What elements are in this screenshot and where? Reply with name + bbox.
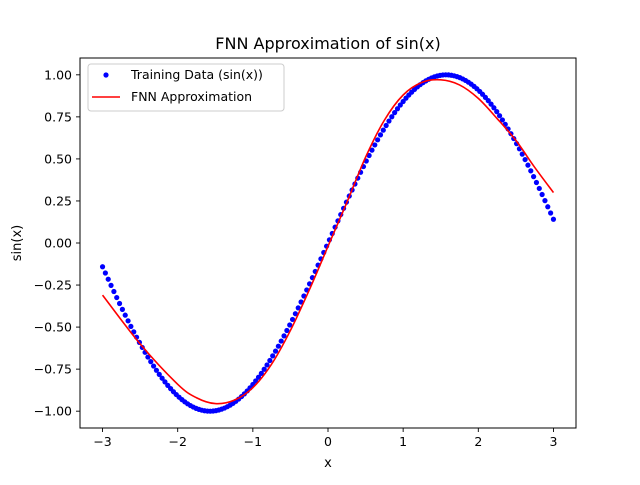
data-point — [548, 210, 554, 216]
data-point — [386, 118, 392, 124]
x-tick-label: 3 — [549, 434, 557, 449]
data-point — [261, 366, 267, 372]
data-point — [102, 270, 108, 276]
data-point — [108, 282, 114, 288]
data-point — [550, 216, 557, 222]
data-point — [105, 276, 111, 282]
data-point — [145, 354, 151, 360]
data-point — [270, 353, 276, 359]
data-point — [278, 338, 284, 344]
data-point — [128, 323, 134, 330]
data-point — [156, 371, 162, 377]
data-point — [542, 198, 548, 204]
data-point — [111, 288, 117, 295]
legend-frame — [87, 63, 285, 112]
data-point — [496, 113, 503, 119]
x-axis-label: x — [324, 456, 332, 471]
y-tick-label: −0.50 — [34, 320, 72, 335]
x-tick-label: −2 — [168, 434, 186, 449]
data-point — [533, 179, 540, 186]
legend-label-training-data: Training Data (sin(x)) — [130, 67, 263, 82]
data-point — [485, 98, 491, 104]
data-point — [397, 102, 403, 108]
data-point — [287, 322, 293, 328]
data-point — [369, 147, 375, 153]
x-tick-label: 0 — [324, 434, 332, 449]
data-point — [545, 204, 551, 210]
data-point — [289, 316, 296, 323]
chart-title: FNN Approximation of sin(x) — [215, 34, 440, 53]
y-tick-label: 0.50 — [44, 151, 72, 166]
data-point — [150, 363, 157, 369]
legend-label-fnn: FNN Approximation — [131, 89, 252, 104]
data-point — [272, 348, 279, 354]
data-point — [264, 362, 270, 368]
data-point — [531, 174, 537, 180]
data-point — [148, 359, 154, 365]
data-point — [525, 162, 531, 168]
y-tick-label: −0.75 — [34, 362, 72, 377]
data-point — [122, 312, 128, 318]
data-point — [162, 379, 168, 385]
x-tick-label: −3 — [93, 434, 111, 449]
data-layer — [99, 72, 557, 414]
data-point — [119, 306, 125, 312]
legend: Training Data (sin(x)) FNN Approximation — [87, 63, 285, 112]
data-point — [114, 294, 120, 301]
tick-layer: −3 −2 −1 0 1 2 3 −1.00 −0.75 −0.50 −0.25 0.00 0.25 0.… — [34, 67, 558, 449]
data-point — [275, 343, 281, 349]
data-point — [159, 375, 165, 381]
data-point — [258, 370, 264, 376]
data-point — [383, 122, 389, 129]
x-tick-label: 2 — [474, 434, 482, 449]
data-point — [539, 191, 545, 198]
data-point — [491, 105, 497, 111]
data-point — [295, 305, 301, 311]
y-axis-label: sin(x) — [10, 225, 25, 261]
x-tick-label: −1 — [244, 434, 262, 449]
data-point — [389, 114, 395, 120]
legend-marker-training-data — [103, 72, 109, 78]
data-point — [536, 185, 542, 192]
data-point — [153, 367, 160, 373]
data-point — [494, 109, 500, 115]
data-point — [528, 168, 534, 174]
data-point — [392, 110, 398, 116]
data-point — [488, 101, 494, 107]
y-tick-label: 0.25 — [44, 193, 72, 208]
data-point — [125, 318, 131, 324]
data-point — [372, 142, 378, 148]
y-tick-label: 0.75 — [44, 109, 72, 124]
data-point — [519, 151, 525, 157]
data-point — [99, 264, 106, 270]
data-point — [394, 106, 401, 112]
data-point — [298, 299, 304, 305]
data-point — [375, 137, 381, 143]
data-point — [284, 327, 290, 334]
data-point — [522, 156, 528, 163]
data-point — [116, 300, 123, 307]
data-point — [499, 117, 506, 123]
y-tick-label: −0.25 — [34, 278, 72, 293]
data-point — [281, 333, 287, 339]
data-point — [380, 127, 386, 133]
y-tick-label: 0.00 — [44, 236, 72, 251]
series-line-fnn — [101, 78, 555, 405]
data-point — [292, 311, 298, 317]
data-point — [377, 132, 384, 138]
data-point — [255, 374, 262, 380]
y-tick-label: 1.00 — [44, 67, 72, 82]
x-tick-label: 1 — [399, 434, 407, 449]
data-point — [267, 357, 273, 364]
y-tick-label: −1.00 — [34, 404, 72, 419]
